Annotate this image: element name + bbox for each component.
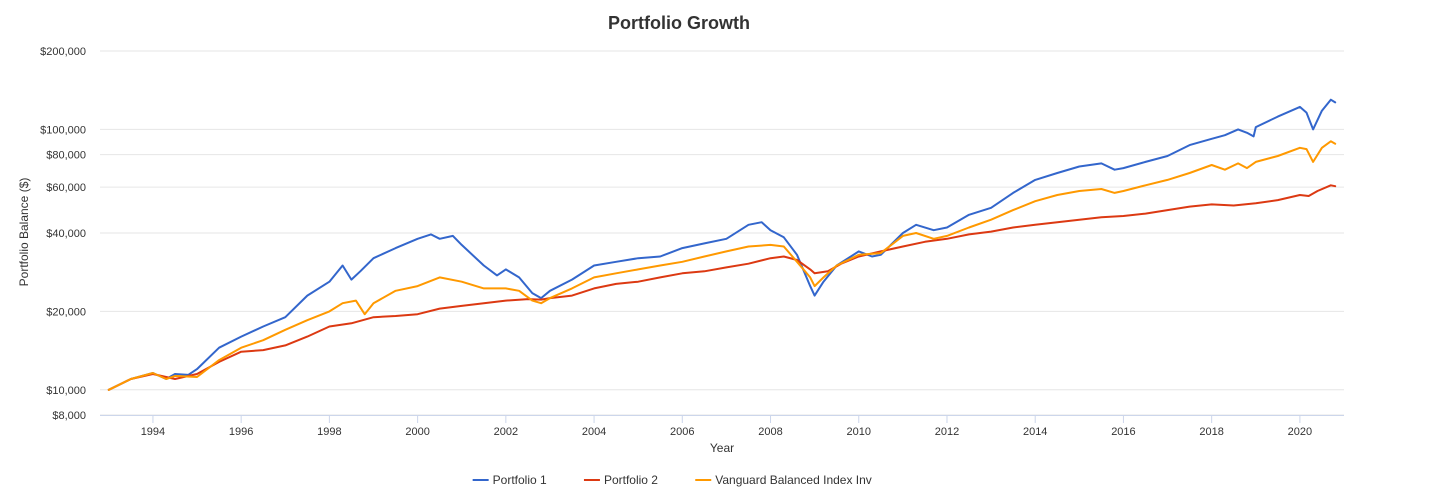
legend-item-1[interactable]: Portfolio 1 (472, 473, 547, 487)
y-tick-label: $200,000 (40, 46, 86, 58)
series-line-3 (107, 140, 1337, 391)
y-tick-label: $80,000 (46, 150, 86, 162)
x-axis-ticks: 1994 1996 1998 2000 2002 2004 2006 2008 2010 2012… (141, 415, 1312, 438)
y-tick-label: $40,000 (46, 228, 86, 240)
series-layer (107, 98, 1337, 391)
y-tick-label: $8,000 (52, 410, 86, 422)
series-line-2 (107, 184, 1337, 391)
x-tick-label: 2006 (670, 426, 694, 438)
x-tick-label: 2016 (1111, 426, 1135, 438)
x-tick-label: 2002 (494, 426, 518, 438)
legend-item-2[interactable]: Portfolio 2 (583, 473, 658, 487)
x-tick-label: 1998 (317, 426, 341, 438)
y-axis-ticks: $8,000 $10,000 $20,000 $40,000 $60,000 $80,00… (40, 46, 86, 422)
legend: Portfolio 1 Portfolio 2 Vanguard Balanced … (472, 473, 872, 487)
legend-label: Portfolio 1 (493, 473, 547, 487)
y-tick-label: $60,000 (46, 182, 86, 194)
x-tick-label: 2010 (847, 426, 871, 438)
y-axis-label: Portfolio Balance ($) (17, 178, 31, 287)
series-line-1 (107, 98, 1337, 391)
x-tick-label: 2018 (1199, 426, 1223, 438)
x-tick-label: 1994 (141, 426, 165, 438)
grid-layer (100, 50, 1344, 416)
y-tick-label: $10,000 (46, 385, 86, 397)
legend-item-3[interactable]: Vanguard Balanced Index Inv (695, 473, 872, 487)
x-tick-label: 2020 (1288, 426, 1312, 438)
x-tick-label: 2012 (935, 426, 959, 438)
x-tick-label: 2000 (405, 426, 429, 438)
x-tick-label: 2008 (758, 426, 782, 438)
x-tick-label: 2014 (1023, 426, 1047, 438)
y-tick-label: $20,000 (46, 306, 86, 318)
x-tick-label: 1996 (229, 426, 253, 438)
legend-label: Portfolio 2 (604, 473, 658, 487)
y-tick-label: $100,000 (40, 124, 86, 136)
x-axis-label: Year (710, 441, 734, 455)
legend-label: Vanguard Balanced Index Inv (715, 473, 872, 487)
x-tick-label: 2004 (582, 426, 606, 438)
chart-title: Portfolio Growth (608, 13, 750, 33)
